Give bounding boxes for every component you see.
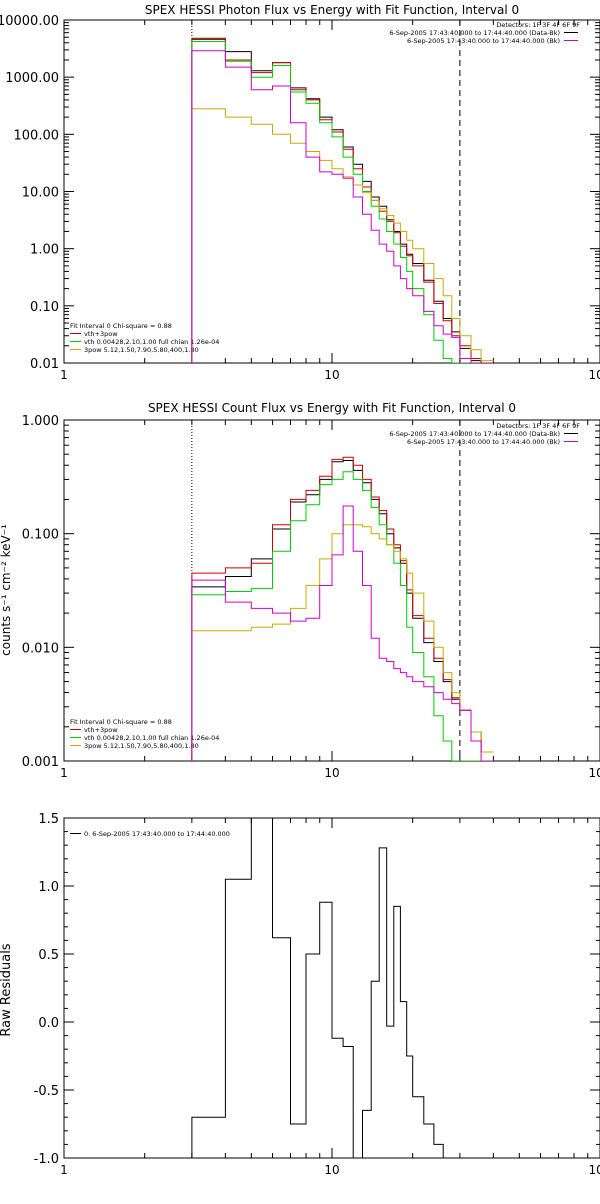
photon-flux-title: SPEX HESSI Photon Flux vs Energy with Fi… [145,3,519,17]
photon-flux-fit-info: Fit Interval 0 Chi-square = 0.88 [70,322,172,330]
residuals-x-tick-label: 100 [589,1163,600,1177]
photon-flux-x-tick-label: 1 [60,368,68,382]
count-flux-header-data-bk: 6-Sep-2005 17:43:40.000 to 17:44:40.000 … [389,430,560,438]
residuals-legend-text: 0. 6-Sep-2005 17:43:40.000 to 17:44:40.0… [84,830,230,838]
residuals-y-tick-label: 1.0 [38,880,59,895]
residuals-y-tick-label: 1.5 [38,812,59,827]
residuals-panel: Raw Residuals 0. 6-Sep-2005 17:43:40.000… [0,812,600,1177]
photon-flux-x-tick-label: 100 [589,368,600,382]
residuals-y-tick-label: -0.5 [34,1084,59,1099]
count-flux-title: SPEX HESSI Count Flux vs Energy with Fit… [148,401,516,415]
count-flux-y-tick-label: 1.000 [22,414,59,429]
residuals-y-tick-label: 0.5 [38,948,59,963]
photon-flux-series-3pow [191,108,494,363]
photon-flux-y-tick-label: 0.10 [30,300,59,315]
photon-flux-fit-legend-vth: vth 0.00428,2.10,1.00 full chian 1.26e-0… [84,338,219,346]
count-flux-header-detectors: Detectors: 1F 3F 4F 6F 9F [496,422,580,430]
photon-flux-fit-legend-vth-3pow: vth+3pow [84,330,118,338]
residuals-x-tick-label: 10 [324,1163,339,1177]
photon-flux-y-tick-label: 1000.00 [5,71,59,86]
count-flux-header-bk: 6-Sep-2005 17:43:40.000 to 17:44:40.000 … [407,438,560,446]
count-flux-series-bk [191,505,494,761]
photon-flux-series-bk [191,50,494,363]
residuals-y-tick-label: -1.0 [34,1152,59,1167]
photon-flux-y-tick-label: 10000.00 [0,14,59,29]
photon-flux-header-detectors: Detectors: 1F 3F 4F 6F 9F [496,21,580,29]
count-flux-x-tick-label: 1 [60,766,68,780]
photon-flux-header-data-bk: 6-Sep-2005 17:43:40.000 to 17:44:40.000 … [389,29,560,37]
residuals-y-tick-label: 0.0 [38,1016,59,1031]
photon-flux-y-tick-label: 1.00 [30,243,59,258]
photon-flux-y-tick-label: 0.01 [30,357,59,372]
photon-flux-x-tick-label: 10 [324,368,339,382]
count-flux-panel: SPEX HESSI Count Flux vs Energy with Fit… [0,401,600,780]
residuals-ylabel: Raw Residuals [0,943,14,1036]
count-flux-y-tick-label: 0.100 [22,528,59,543]
photon-flux-y-tick-label: 100.00 [14,128,60,143]
residuals-x-tick-label: 1 [60,1163,68,1177]
count-flux-fit-legend-vth-3pow: vth+3pow [84,726,118,734]
count-flux-fit-legend-3pow: 3pow 5.12,1.50,7.90,5.80,400,1.80 [84,742,199,750]
count-flux-y-tick-label: 0.010 [22,641,59,656]
count-flux-x-tick-label: 10 [324,766,339,780]
photon-flux-y-tick-label: 10.00 [22,186,59,201]
count-flux-fit-legend-vth: vth 0.00428,2.10,1.00 full chian 1.26e-0… [84,734,219,742]
count-flux-series-3pow [191,524,494,761]
photon-flux-series-vth [191,41,494,363]
count-flux-fit-info: Fit Interval 0 Chi-square = 0.88 [70,718,172,726]
photon-flux-header-bk: 6-Sep-2005 17:43:40.000 to 17:44:40.000 … [407,37,560,45]
photon-flux-panel: SPEX HESSI Photon Flux vs Energy with Fi… [0,3,600,382]
count-flux-y-tick-label: 0.001 [22,755,59,770]
count-flux-x-tick-label: 100 [589,766,600,780]
residuals-series-residual [191,818,444,1158]
photon-flux-fit-legend-3pow: 3pow 5.12,1.50,7.90,5.80,400,1.80 [84,346,199,354]
count-flux-ylabel: counts s⁻¹ cm⁻² keV⁻¹ [0,524,13,656]
count-flux-series-vth [191,471,494,761]
